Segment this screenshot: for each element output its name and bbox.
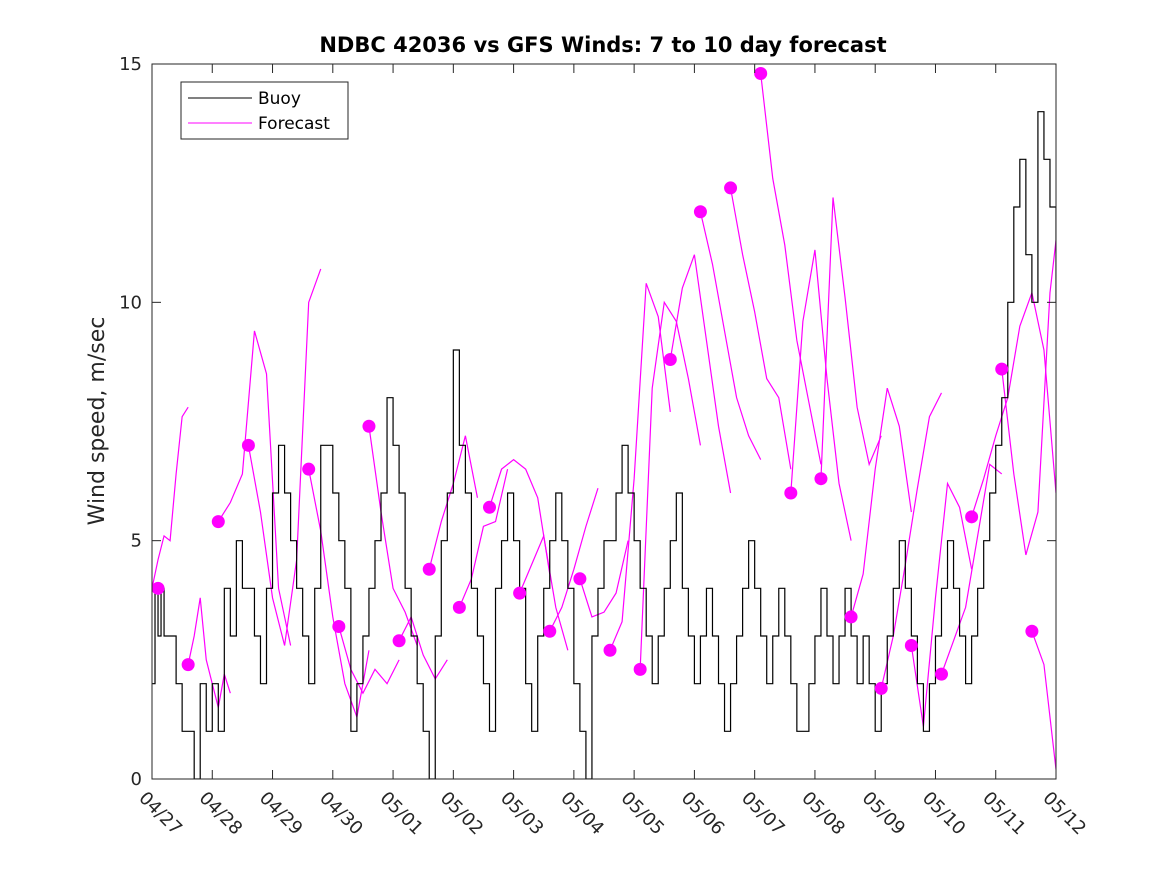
forecast-marker-28 [1025,624,1039,638]
forecast-line-3 [247,268,322,646]
x-tick-label: 05/11 [978,788,1030,840]
forecast-marker-8 [422,562,436,576]
forecast-marker-15 [633,662,647,676]
forecast-marker-11 [513,586,527,600]
forecast-line-16 [669,254,732,494]
legend-buoy-label: Buoy [258,89,301,109]
x-tick-label: 05/05 [617,788,669,840]
x-tick-label: 05/04 [556,788,608,840]
forecast-line-25 [940,463,1003,675]
plot-background [152,64,1056,779]
forecast-line-6 [368,426,418,646]
x-tick-label: 05/02 [436,788,488,840]
x-tick-label: 05/08 [797,788,849,840]
legend-box [180,81,349,140]
forecast-line-12 [549,488,599,632]
x-tick-label: 05/10 [918,788,970,840]
forecast-marker-3 [241,438,255,452]
forecast-line-0 [152,406,189,589]
x-tick-label: 05/09 [858,788,910,840]
x-tick-label: 05/03 [496,788,548,840]
y-tick-label: 5 [131,531,142,552]
forecast-line-5 [338,626,400,695]
plot-area [151,64,1056,779]
forecast-marker-16 [663,353,677,367]
forecast-marker-26 [965,510,979,524]
forecast-marker-1 [181,658,195,672]
axes-frame [151,63,1057,780]
y-axis-label: Wind speed, m/sec [85,317,110,526]
forecast-marker-14 [603,643,617,657]
forecast-line-13 [579,540,629,618]
chart-title: NDBC 42036 vs GFS Winds: 7 to 10 day for… [319,33,886,57]
forecast-marker-13 [573,572,587,586]
forecast-marker-5 [332,619,346,633]
forecast-marker-9 [452,600,466,614]
forecast-line-17 [699,211,762,460]
forecast-line-7 [398,615,448,681]
forecast-marker-7 [392,634,406,648]
forecast-line-23 [880,392,943,689]
forecast-line-18 [729,187,792,470]
forecast-line-15 [639,300,702,670]
forecast-line-4 [308,469,370,720]
forecast-marker-12 [543,624,557,638]
x-tick-label: 04/30 [315,788,367,840]
forecast-marker-22 [844,610,858,624]
x-tick-label: 04/28 [195,788,247,840]
forecast-line-2 [217,330,292,646]
x-tick-label: 05/07 [737,788,789,840]
forecast-line-10 [488,458,551,575]
forecast-marker-6 [362,419,376,433]
forecast-line-24 [910,481,973,727]
forecast-marker-4 [302,462,316,476]
y-tick-label: 15 [119,54,142,75]
forecast-line-19 [760,73,822,465]
forecast-marker-10 [482,500,496,514]
x-tick-label: 05/01 [376,788,428,840]
forecast-line-26 [971,290,1056,518]
buoy-line [152,111,1056,779]
forecast-marker-25 [934,667,948,681]
forecast-marker-0 [151,581,165,595]
forecast-line-20 [790,249,852,541]
x-tick-label: 04/27 [134,788,186,840]
forecast-marker-19 [754,67,768,81]
legend-forecast-label: Forecast [258,114,330,134]
forecast-line-22 [850,387,912,618]
forecast-line-27 [1001,240,1056,556]
forecast-line-1 [187,597,231,708]
forecast-marker-20 [784,486,798,500]
x-tick-label: 04/29 [255,788,307,840]
x-tick-label: 05/06 [677,788,729,840]
forecast-marker-2 [211,515,225,529]
y-tick-label: 0 [131,769,142,790]
forecast-marker-23 [874,681,888,695]
forecast-marker-17 [693,205,707,219]
forecast-marker-21 [814,472,828,486]
forecast-marker-18 [724,181,738,195]
forecast-marker-24 [904,639,918,653]
forecast-line-21 [820,197,882,479]
forecast-line-11 [519,533,569,651]
series-group [152,73,1056,779]
y-tick-label: 10 [119,292,142,313]
forecast-line-9 [458,469,509,608]
x-tick-label: 05/12 [1038,788,1090,840]
forecast-marker-27 [995,362,1009,376]
forecast-line-28 [1031,631,1056,770]
legend: Buoy Forecast [180,81,349,140]
